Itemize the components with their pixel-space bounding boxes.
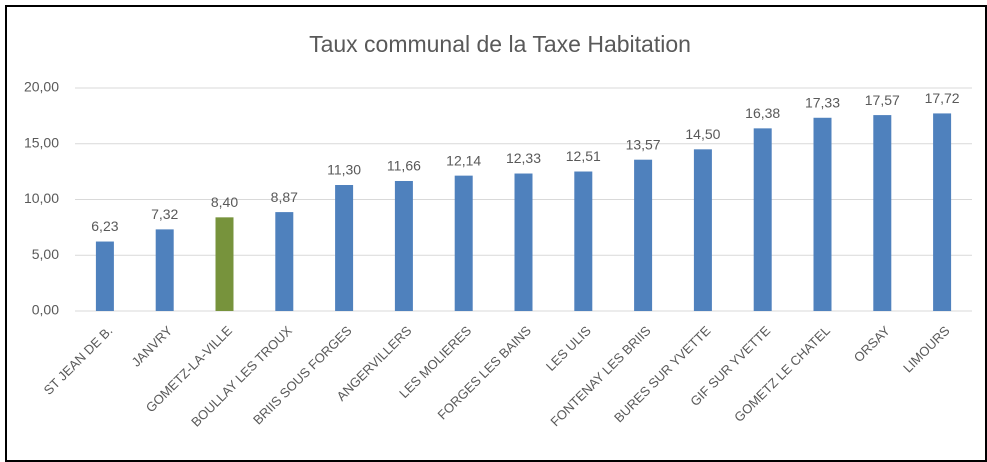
data-label: 11,30 bbox=[327, 162, 361, 178]
data-label: 16,38 bbox=[745, 105, 780, 121]
data-label: 8,87 bbox=[271, 189, 298, 205]
y-tick-label: 10,00 bbox=[24, 190, 59, 206]
bar bbox=[933, 113, 952, 311]
data-label: 17,33 bbox=[805, 94, 840, 110]
bar bbox=[813, 117, 832, 311]
data-label: 11,66 bbox=[387, 158, 421, 174]
bar bbox=[95, 241, 114, 311]
bar bbox=[215, 217, 234, 311]
data-label: 12,33 bbox=[506, 150, 541, 166]
y-tick-label: 5,00 bbox=[32, 246, 59, 262]
data-label: 8,40 bbox=[211, 194, 238, 210]
bar bbox=[634, 159, 653, 311]
bar bbox=[275, 212, 294, 311]
data-label: 12,51 bbox=[566, 148, 601, 164]
bar bbox=[454, 175, 473, 311]
bar bbox=[753, 128, 772, 311]
y-tick-label: 15,00 bbox=[24, 134, 59, 150]
y-tick-label: 20,00 bbox=[24, 79, 59, 95]
bar bbox=[514, 173, 533, 311]
data-label: 12,14 bbox=[446, 152, 481, 168]
chart-border bbox=[5, 5, 987, 462]
bar bbox=[574, 171, 593, 311]
bar bbox=[873, 115, 892, 311]
bar bbox=[155, 229, 174, 311]
bar bbox=[693, 149, 712, 311]
data-label: 17,57 bbox=[865, 92, 900, 108]
data-label: 13,57 bbox=[626, 136, 661, 152]
chart-title: Taux communal de la Taxe Habitation bbox=[309, 31, 691, 57]
data-label: 17,72 bbox=[925, 90, 960, 106]
data-label: 6,23 bbox=[91, 218, 118, 234]
bar bbox=[335, 185, 354, 311]
data-label: 7,32 bbox=[151, 206, 178, 222]
bar bbox=[394, 180, 413, 311]
data-label: 14,50 bbox=[685, 126, 720, 142]
y-tick-label: 0,00 bbox=[32, 302, 59, 318]
